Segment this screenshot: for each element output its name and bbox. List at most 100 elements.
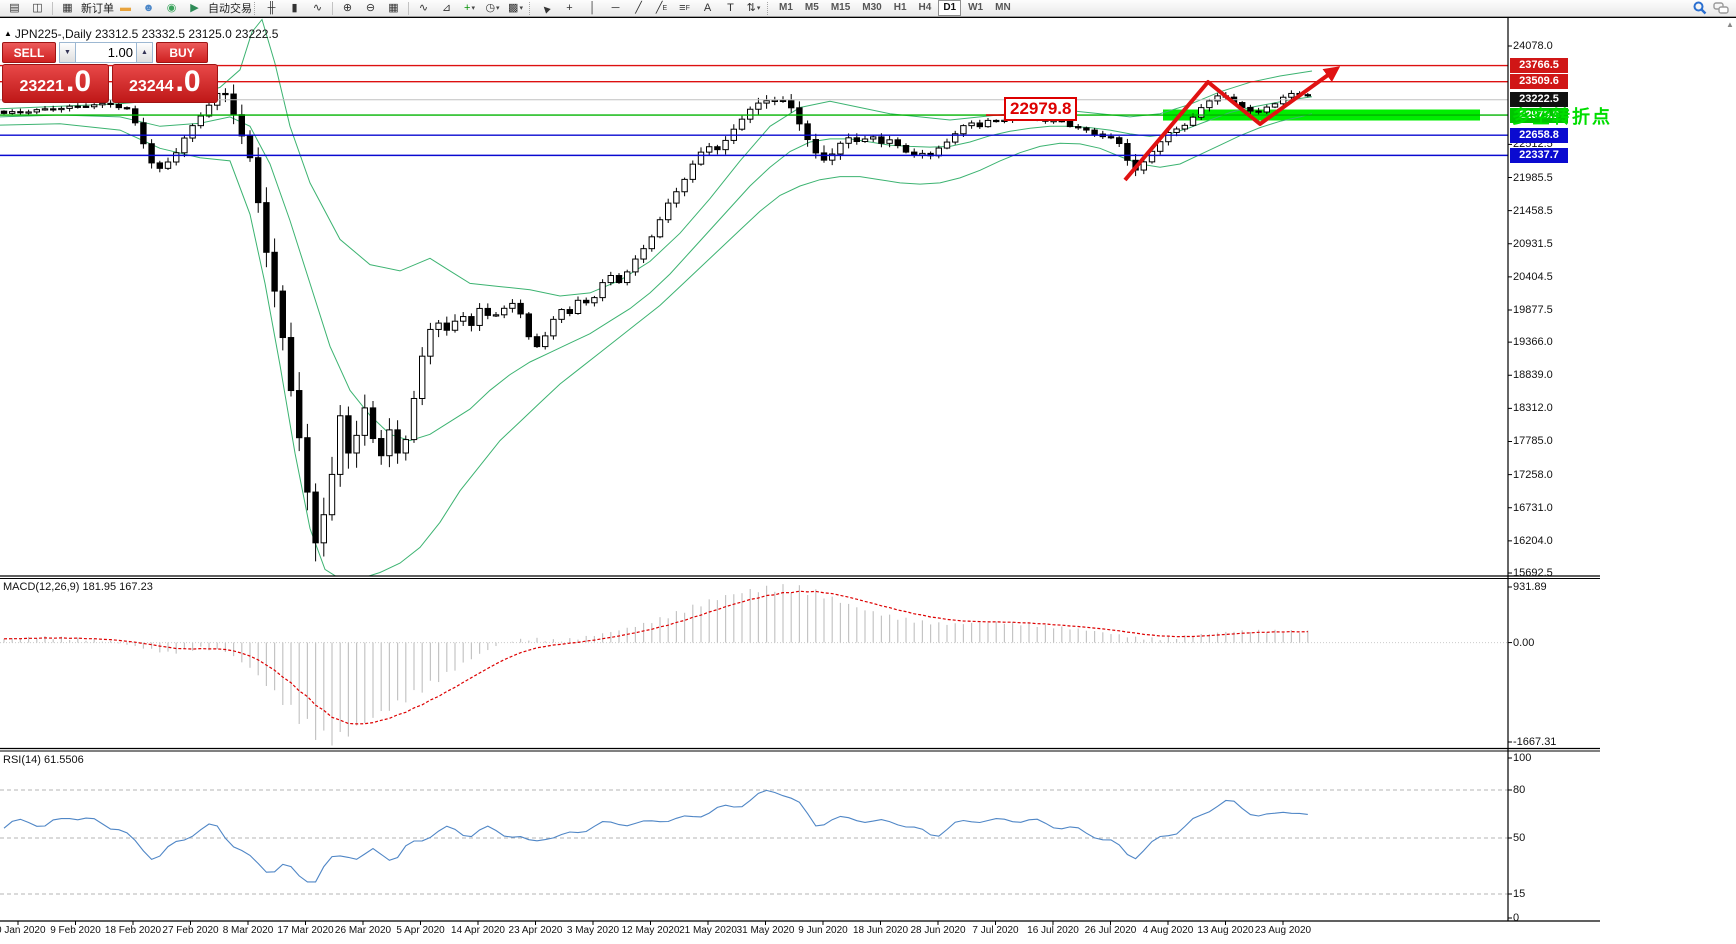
macd-scale-tick: 0.00 — [1513, 636, 1535, 649]
chart-expand-icon[interactable]: ▲ — [4, 29, 12, 38]
timeframe-button-m30[interactable]: M30 — [862, 2, 882, 13]
candle — [566, 309, 573, 314]
date-label: 16 Jul 2020 — [1027, 925, 1079, 936]
candle — [156, 162, 164, 169]
zoom-in-icon[interactable]: ⊕ — [342, 1, 353, 14]
macd-indicator-label: MACD(12,26,9) 181.95 167.23 — [3, 581, 153, 593]
candle — [1288, 92, 1295, 98]
timeframe-button-m15[interactable]: M15 — [830, 2, 851, 13]
candle — [287, 337, 295, 392]
date-label: 7 Jul 2020 — [972, 925, 1019, 936]
candle — [1198, 107, 1205, 118]
macd-scale-tick: 931.89 — [1513, 581, 1547, 593]
objects-list-icon[interactable]: ⊿ — [441, 1, 452, 14]
y-axis-level-badge: 23766.5 — [1510, 58, 1568, 74]
volume-input[interactable] — [76, 42, 136, 63]
date-label: 8 Mar 2020 — [222, 925, 274, 936]
sell-price-box[interactable]: 23221 .0 — [2, 64, 109, 103]
date-label: 21 May 2020 — [679, 925, 737, 936]
candlestick-type-icon[interactable]: ▮ — [291, 1, 298, 14]
timeframe-button-m5[interactable]: M5 — [804, 2, 819, 13]
add-indicator-button[interactable]: + ▾ — [464, 1, 475, 14]
candle — [509, 302, 516, 309]
signal-icon[interactable]: ◉ — [166, 1, 177, 14]
candle — [886, 139, 893, 144]
buy-price-frac: .0 — [175, 65, 201, 98]
toolbar: ▤ ◫ ▦ 新订单 ▬ ☻ ◉ ▶ 自动交易 ╫ ▮ ∿ ⊕ ⊖ ▦ ∿ ⊿ + ▾ ◷ ▾ ▩ ▾ ► + │ ─ ╱ ╱ E ≡ F A T ⇅… — [0, 0, 1736, 17]
candle — [558, 309, 565, 320]
trendline-icon[interactable]: ╱ — [635, 1, 642, 14]
candle — [312, 491, 319, 544]
candle — [706, 146, 713, 153]
crosshair-icon[interactable]: + — [566, 1, 573, 14]
candle — [501, 307, 508, 316]
search-icon[interactable] — [1693, 1, 1707, 15]
scroll-up-icon[interactable]: ▲ — [1726, 20, 1734, 29]
timeframe-button-mn[interactable]: MN — [995, 2, 1011, 13]
new-order-label[interactable]: 新订单 — [81, 3, 114, 15]
chart-profile-icon[interactable]: ◫ — [32, 1, 43, 14]
price-flag-label[interactable]: 22979.8 — [1004, 97, 1078, 121]
zoom-out-icon[interactable]: ⊖ — [365, 1, 376, 14]
line-chart-type-icon[interactable]: ∿ — [312, 1, 323, 14]
timeframe-button-h4[interactable]: H4 — [918, 2, 932, 13]
sell-button[interactable]: SELL — [2, 42, 56, 63]
chat-icon[interactable] — [1713, 1, 1729, 15]
vertical-line-icon[interactable]: │ — [589, 1, 596, 14]
buy-button[interactable]: BUY — [156, 42, 208, 63]
new-order-button[interactable]: ▦ — [62, 1, 73, 14]
candle — [755, 102, 762, 110]
candle — [960, 125, 967, 135]
text-label-icon[interactable]: T — [727, 1, 734, 14]
text-icon[interactable]: A — [703, 1, 712, 14]
candle — [1124, 143, 1131, 161]
community-icon[interactable]: ☻ — [142, 1, 155, 14]
timeframe-button-m1[interactable]: M1 — [779, 2, 793, 13]
y-axis-tick: 17785.0 — [1513, 435, 1553, 448]
templates-icon[interactable]: ▩ ▾ — [508, 1, 523, 14]
candle — [583, 299, 590, 304]
candle — [533, 336, 541, 348]
candle — [394, 429, 401, 454]
candle — [837, 142, 844, 155]
trend-annotation-text[interactable]: 多空转折点 — [1512, 107, 1612, 127]
chart-window-icon[interactable]: ▤ — [9, 1, 20, 14]
date-label: 31 May 2020 — [736, 925, 795, 936]
volume-increase-button[interactable]: ▲ — [136, 42, 153, 63]
candle — [41, 108, 49, 111]
channel-icon[interactable]: ╱ E — [655, 1, 668, 14]
styles-crayon-icon[interactable]: ▬ — [120, 1, 131, 14]
date-label: 26 Mar 2020 — [334, 925, 392, 936]
candle — [435, 322, 442, 330]
candle — [665, 202, 672, 221]
candle — [796, 107, 803, 125]
timeframe-button-d1[interactable]: D1 — [938, 0, 962, 16]
period-clock-icon[interactable]: ◷ ▾ — [485, 1, 500, 14]
date-label: 18 Jun 2020 — [852, 925, 909, 936]
candle — [1181, 124, 1188, 130]
candle — [591, 297, 598, 304]
y-axis-tick: 24078.0 — [1513, 40, 1553, 52]
rsi-scale-tick: 0 — [1513, 912, 1520, 924]
cursor-icon[interactable]: ► — [538, 0, 555, 17]
auto-trading-button[interactable]: ▶ — [190, 1, 199, 14]
fibonacci-icon[interactable]: ≡ F — [679, 1, 690, 14]
buy-price-box[interactable]: 23244 .0 — [111, 64, 218, 103]
candle — [1075, 126, 1082, 129]
indicators-icon[interactable]: ∿ — [418, 1, 429, 14]
zigzag-arrow[interactable] — [1123, 66, 1341, 182]
date-label: 23 Aug 2020 — [1254, 925, 1312, 936]
arrows-icon[interactable]: ⇅ ▾ — [746, 1, 761, 14]
auto-trading-label[interactable]: 自动交易 — [208, 3, 252, 15]
timeframe-button-w1[interactable]: W1 — [968, 2, 984, 13]
bar-chart-type-icon[interactable]: ╫ — [267, 1, 276, 14]
candle — [337, 415, 344, 475]
tile-windows-icon[interactable]: ▦ — [388, 1, 399, 14]
timeframe-button-h1[interactable]: H1 — [893, 2, 907, 13]
volume-decrease-button[interactable]: ▼ — [59, 42, 76, 63]
horizontal-line-icon[interactable]: ─ — [611, 1, 620, 14]
candle — [427, 328, 434, 357]
candle — [1280, 96, 1287, 105]
candle — [976, 122, 983, 128]
